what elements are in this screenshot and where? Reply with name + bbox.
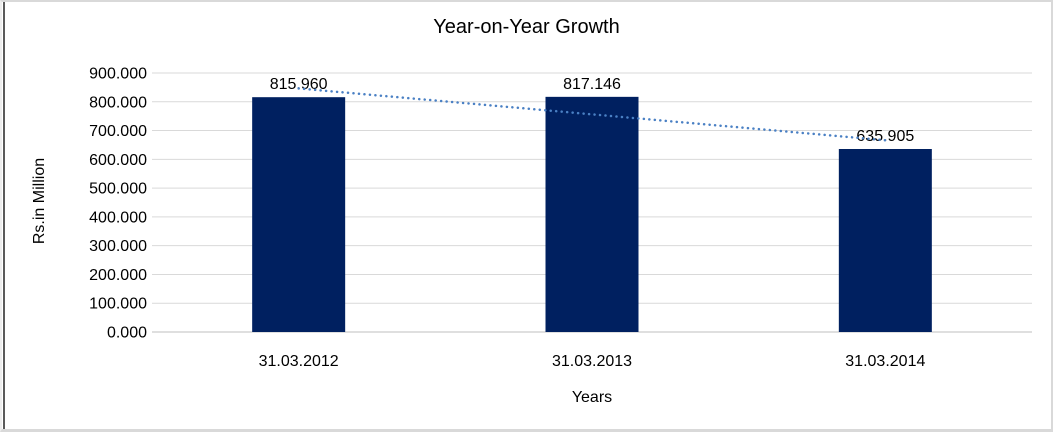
x-category-label: 31.03.2012 (259, 353, 339, 370)
y-tick-label: 200.000 (89, 267, 147, 284)
y-tick-label: 500.000 (89, 181, 147, 198)
x-category-label: 31.03.2013 (552, 353, 632, 370)
bar-31.03.2013 (545, 96, 639, 332)
bar-31.03.2014 (838, 149, 932, 332)
value-label: 817.146 (563, 76, 621, 93)
y-tick-label: 0.000 (107, 325, 147, 342)
x-category-label: 31.03.2014 (845, 353, 925, 370)
bar-31.03.2012 (252, 97, 346, 332)
value-label: 635.905 (856, 128, 914, 145)
y-tick-label: 700.000 (89, 123, 147, 140)
value-label: 815.960 (270, 76, 328, 93)
y-tick-label: 100.000 (89, 296, 147, 313)
y-tick-label: 400.000 (89, 209, 147, 226)
y-tick-label: 800.000 (89, 94, 147, 111)
y-tick-label: 300.000 (89, 238, 147, 255)
frame-left-border (3, 2, 5, 429)
trendline (297, 87, 887, 142)
y-tick-label: 900.000 (89, 66, 147, 83)
chart-title: Year-on-Year Growth (433, 16, 620, 38)
y-tick-label: 600.000 (89, 152, 147, 169)
x-axis-title: Years (571, 389, 613, 406)
